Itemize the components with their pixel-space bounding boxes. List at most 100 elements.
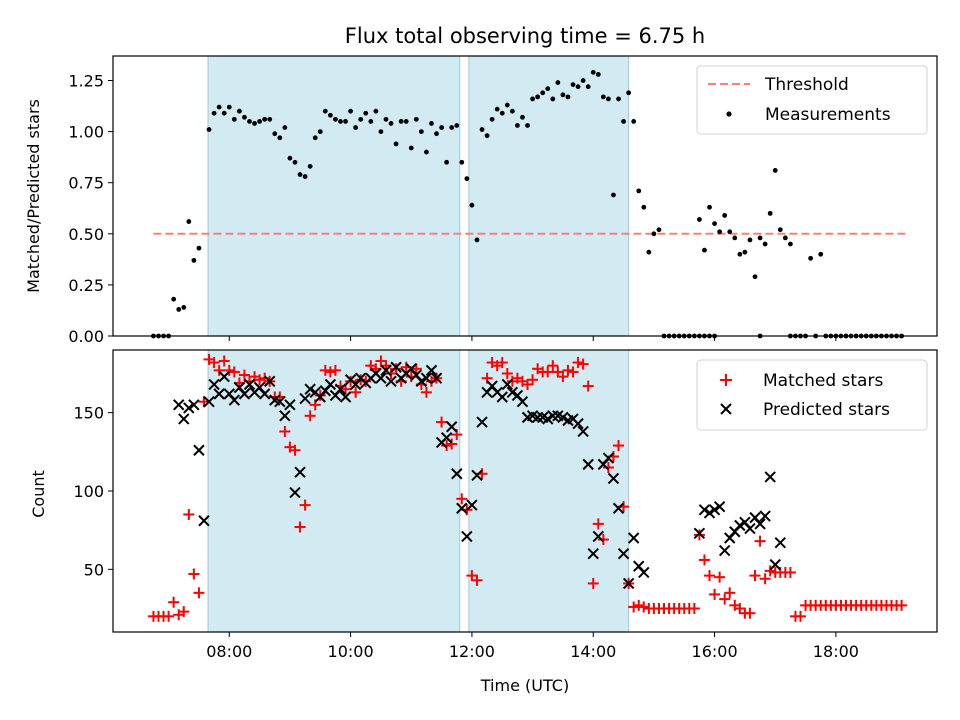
measurement-point: [818, 251, 824, 257]
measurement-point: [580, 78, 586, 83]
measurement-point: [545, 86, 551, 92]
measurement-point: [767, 210, 773, 216]
matched-star-point: [218, 355, 230, 367]
measurement-point: [393, 141, 399, 147]
measurement-point: [742, 249, 748, 255]
predicted-star-point: [258, 388, 271, 400]
measurement-point: [444, 159, 450, 165]
matched-star-point: [734, 603, 746, 614]
predicted-star-point: [734, 519, 746, 532]
observing-span: [468, 349, 630, 633]
matched-star-point: [754, 535, 766, 547]
matched-star-point: [587, 577, 599, 589]
matched-star-point: [638, 601, 650, 613]
predicted-star-point: [380, 364, 392, 377]
matched-star-point: [375, 355, 387, 367]
measurement-point: [277, 135, 283, 141]
measurement-point: [272, 131, 278, 137]
predicted-star-point: [617, 547, 630, 560]
measurement-point: [307, 163, 313, 169]
matched-star-point: [628, 601, 640, 613]
predicted-star-point: [638, 566, 650, 579]
matched-star-point: [698, 554, 710, 566]
predicted-star-point: [430, 372, 443, 384]
measurement-point: [570, 82, 576, 88]
measurement-point: [762, 241, 768, 247]
measurement-point: [312, 135, 318, 141]
matched-star-point: [168, 596, 180, 608]
predicted-star-point: [718, 544, 731, 557]
measurement-point: [600, 94, 606, 100]
matched-star-point: [279, 425, 291, 437]
measurement-point: [378, 129, 384, 135]
matched-star-point: [466, 570, 478, 582]
measurement-point: [737, 251, 743, 257]
predicted-star-point: [334, 383, 347, 395]
measurement-point: [499, 110, 505, 116]
y-tick-label: 100: [73, 482, 104, 501]
predicted-star-point: [542, 413, 554, 425]
y-tick-label: 0.25: [68, 276, 104, 295]
measurement-point: [656, 227, 662, 233]
predicted-star-point: [547, 410, 559, 422]
predicted-star-point: [193, 444, 205, 456]
matched-star-point: [572, 357, 584, 369]
matched-star-point: [714, 571, 726, 583]
measurement-point: [449, 125, 455, 130]
matched-star-point: [759, 573, 771, 585]
measurement-point: [287, 155, 293, 161]
measurement-point: [469, 202, 475, 208]
measurement-point: [322, 108, 328, 114]
predicted-star-point: [501, 378, 514, 391]
measurement-point: [585, 84, 591, 90]
measurement-point: [413, 116, 419, 122]
measurement-point: [697, 217, 702, 222]
measurements-legend-swatch: [726, 111, 732, 117]
measurement-point: [429, 121, 434, 126]
measurement-point: [489, 116, 495, 122]
measurement-point: [348, 108, 353, 114]
measurement-point: [772, 168, 778, 173]
measurement-point: [540, 90, 546, 96]
predicted-star-point: [592, 530, 605, 543]
predicted-star-point: [264, 375, 276, 388]
x-axis-label: Time (UTC): [480, 676, 569, 695]
measurement-point: [353, 125, 359, 130]
predicted-star-point: [607, 472, 620, 485]
predicted-star-point: [557, 411, 569, 424]
measurement-point: [707, 204, 712, 210]
measurement-point: [595, 71, 601, 77]
measurement-point: [221, 110, 227, 116]
measurement-point: [646, 249, 652, 255]
threshold-legend-label: Threshold: [764, 75, 849, 95]
measurement-point: [226, 104, 232, 110]
matched-star-point: [390, 363, 402, 375]
matched-star-point: [294, 521, 306, 533]
predicted-star-point: [274, 395, 286, 408]
measurement-point: [297, 172, 303, 177]
figure-title: Flux total observing time = 6.75 h: [345, 24, 705, 48]
measurement-point: [216, 104, 222, 110]
measurement-point: [317, 129, 323, 135]
measurement-point: [636, 188, 642, 194]
predicted-star-point: [203, 395, 215, 408]
predicted-stars-series: [173, 361, 786, 590]
top-y-axis: 0.00 0.25 0.50 0.75 1.00 1.25: [68, 72, 113, 346]
matched-star-point: [178, 606, 190, 618]
predicted-star-point: [440, 432, 453, 444]
measurement-point: [236, 108, 242, 114]
predicted-star-point: [228, 394, 241, 406]
matched-star-point: [896, 599, 908, 611]
predicted-star-point: [703, 507, 716, 519]
measurement-point: [535, 94, 541, 100]
predicted-star-point: [178, 413, 190, 425]
observing-span: [207, 55, 461, 337]
measurement-point: [787, 241, 793, 247]
measurement-point: [434, 131, 439, 137]
y-tick-label: 150: [73, 404, 104, 423]
predicted-star-point: [693, 527, 706, 540]
predicted-star-point: [698, 504, 711, 516]
predicted-star-point: [754, 518, 766, 530]
predicted-star-point: [774, 536, 786, 549]
matched-star-point: [329, 364, 341, 376]
